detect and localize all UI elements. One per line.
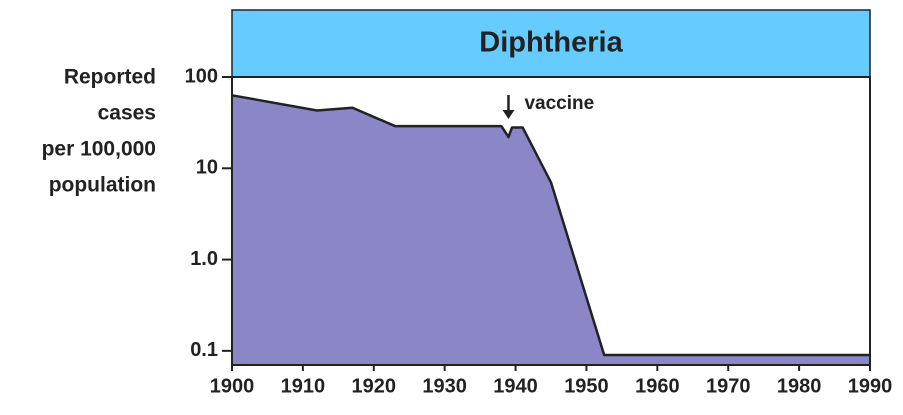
y-axis-label: population [49, 174, 156, 197]
annotation: vaccine [524, 93, 594, 114]
x-tick-label: 1980 [777, 375, 822, 397]
chart-title: Diphtheria [479, 27, 623, 59]
x-tick-label: 1950 [564, 375, 609, 397]
annotation-arrowhead [502, 110, 515, 119]
area-fill [232, 95, 870, 365]
x-tick-label: 1930 [422, 375, 467, 397]
x-tick-label: 1900 [210, 375, 255, 397]
x-tick-label: 1990 [848, 375, 893, 397]
x-tick-label: 1920 [352, 375, 397, 397]
x-tick-label: 1970 [706, 375, 751, 397]
y-tick-label: 100 [185, 65, 218, 87]
title-band [231, 9, 871, 78]
x-tick-label: 1940 [493, 375, 538, 397]
y-tick-label: 10 [196, 157, 218, 179]
x-tick-label: 1960 [635, 375, 680, 397]
y-axis-label: Reported [64, 66, 156, 89]
y-tick-label: 1.0 [190, 248, 218, 270]
x-tick-label: 1910 [281, 375, 326, 397]
plot-frame [231, 76, 871, 366]
y-axis-label: per 100,000 [42, 138, 156, 161]
y-tick-label: 0.1 [190, 339, 218, 361]
area-line [231, 94, 870, 357]
y-axis-label: cases [98, 102, 156, 125]
